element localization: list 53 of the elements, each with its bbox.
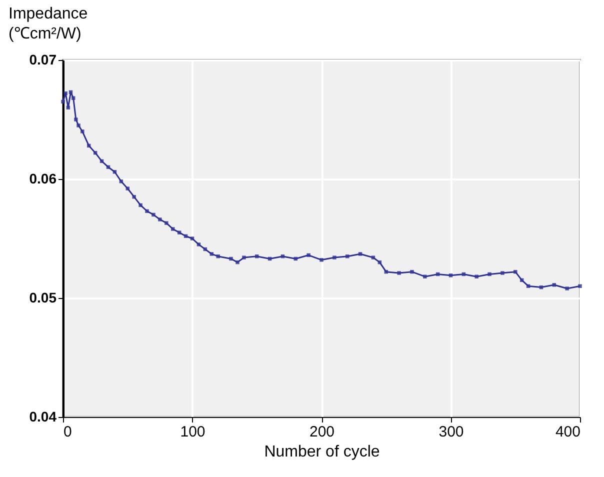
point [474, 274, 478, 278]
x-tick-label: 400 [555, 424, 580, 440]
x-tick-label: 300 [438, 424, 464, 440]
y-tick-label: 0.07 [29, 52, 57, 68]
point [306, 253, 310, 258]
point [423, 274, 427, 278]
point [216, 254, 220, 258]
x-axis-title: Number of cycle [264, 444, 380, 460]
x-tick-label: 100 [180, 424, 206, 440]
point [61, 100, 65, 104]
point [184, 234, 188, 238]
y-tick-label: 0.06 [29, 170, 57, 186]
point [76, 124, 80, 128]
x-tick-label: 0 [64, 424, 72, 440]
point [500, 271, 504, 275]
point [74, 118, 78, 122]
x-tick-label: 200 [309, 424, 335, 440]
point [66, 106, 70, 110]
point [177, 230, 182, 234]
point [320, 258, 324, 262]
point [138, 203, 142, 208]
point [210, 252, 214, 256]
point [158, 218, 162, 222]
point [358, 252, 362, 256]
y-axis-title: Impedance (℃cm²/W) [8, 6, 88, 42]
point [371, 256, 376, 260]
y-tick-label: 0.05 [29, 290, 57, 306]
point [242, 256, 246, 260]
point [170, 227, 175, 231]
point [236, 260, 240, 264]
point [190, 236, 194, 240]
point [578, 284, 582, 288]
point [164, 221, 168, 225]
y-tick-label: 0.04 [29, 408, 57, 424]
point [552, 283, 556, 287]
point [397, 271, 401, 275]
point [229, 256, 233, 261]
point [71, 96, 76, 100]
point [565, 286, 569, 290]
point [526, 284, 530, 288]
point [126, 186, 130, 190]
point [152, 212, 156, 217]
point [132, 194, 136, 199]
point [332, 256, 336, 260]
point [196, 242, 201, 246]
point [448, 274, 453, 278]
point [410, 270, 414, 274]
point [80, 130, 84, 134]
point [106, 165, 110, 169]
point [145, 209, 149, 213]
point [488, 272, 492, 276]
point [119, 180, 124, 184]
point [64, 91, 68, 96]
